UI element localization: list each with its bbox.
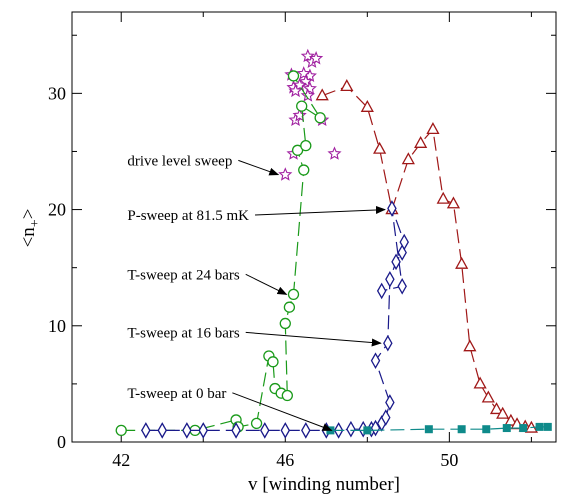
data-point-triangle xyxy=(373,141,387,154)
data-point-diamond xyxy=(280,422,291,439)
plot-frame xyxy=(71,11,557,443)
annotation-label: T-sweep at 0 bar xyxy=(127,386,226,402)
data-point-diamond xyxy=(157,422,167,439)
series-square xyxy=(326,422,552,435)
y-tick-label: 10 xyxy=(48,316,66,336)
data-point-square xyxy=(363,426,372,435)
annotation-arrow xyxy=(245,331,382,347)
data-point-diamond xyxy=(385,394,395,411)
data-point-square xyxy=(535,422,544,431)
ticks-layer: 42 46 50 0 10 20 30 xyxy=(48,12,556,470)
data-point-star xyxy=(327,146,342,160)
series-circle xyxy=(115,70,326,437)
data-point-diamond xyxy=(231,422,241,439)
data-point-square xyxy=(519,424,528,433)
data-point-triangle xyxy=(436,191,450,204)
data-point-diamond xyxy=(376,282,387,300)
series-layer xyxy=(115,48,552,439)
data-point-star xyxy=(278,167,293,181)
x-tick-label: 46 xyxy=(276,450,294,470)
data-point-triangle xyxy=(360,99,374,112)
series-line xyxy=(321,85,532,429)
annotation-arrow xyxy=(245,273,288,295)
data-point-diamond xyxy=(399,233,409,251)
data-point-diamond xyxy=(301,422,311,439)
series-star xyxy=(278,48,342,181)
y-axis-label-main: <n xyxy=(18,227,39,248)
y-axis-label-close: > xyxy=(18,209,39,220)
data-point-diamond xyxy=(385,270,395,288)
data-point-triangle xyxy=(315,88,329,101)
data-point-circle xyxy=(298,164,310,176)
data-point-square xyxy=(543,422,552,431)
x-tick-label: 50 xyxy=(440,450,458,470)
data-point-diamond xyxy=(370,419,381,437)
x-axis-label: v [winding number] xyxy=(248,474,400,495)
data-point-diamond xyxy=(381,409,391,426)
x-tick-label: 42 xyxy=(112,450,130,470)
data-point-star xyxy=(292,77,307,92)
y-tick-label: 0 xyxy=(57,432,66,452)
data-point-circle xyxy=(287,70,300,82)
annotation-label: T-sweep at 24 bars xyxy=(127,267,239,283)
data-point-triangle xyxy=(504,413,518,426)
data-point-triangle xyxy=(489,402,504,415)
data-point-triangle xyxy=(340,79,354,92)
data-point-diamond xyxy=(346,420,356,438)
data-point-square xyxy=(424,425,433,434)
series-diamond xyxy=(141,200,409,439)
data-point-diamond xyxy=(260,422,270,439)
data-point-square xyxy=(482,425,491,434)
data-point-circle xyxy=(279,317,291,330)
data-point-diamond xyxy=(182,422,192,439)
data-point-diamond xyxy=(391,253,401,271)
data-point-triangle xyxy=(426,122,440,135)
data-point-triangle xyxy=(446,196,461,209)
data-point-star xyxy=(288,83,303,98)
data-point-circle xyxy=(250,417,263,430)
y-tick-label: 30 xyxy=(48,83,66,103)
annotation-arrow xyxy=(238,159,280,176)
y-axis-label: <n+> xyxy=(18,209,43,248)
data-point-square xyxy=(502,424,511,433)
annotation-arrow xyxy=(232,392,333,431)
data-point-circle xyxy=(281,389,293,402)
data-point-triangle xyxy=(455,256,469,269)
data-point-square xyxy=(457,425,466,434)
data-point-triangle xyxy=(414,135,428,148)
data-point-circle xyxy=(296,100,308,112)
series-triangle xyxy=(315,79,538,433)
data-point-diamond xyxy=(387,200,397,217)
data-point-triangle xyxy=(401,152,415,165)
data-point-circle xyxy=(300,139,312,152)
annotation-label: drive level sweep xyxy=(127,153,232,169)
data-point-star xyxy=(296,66,311,80)
annotation-label: T-sweep at 16 bars xyxy=(127,325,239,341)
data-point-diamond xyxy=(383,334,393,352)
data-point-diamond xyxy=(198,422,209,439)
data-point-diamond xyxy=(141,422,151,439)
annotation-arrow xyxy=(255,205,386,216)
data-point-triangle xyxy=(496,406,510,419)
data-point-circle xyxy=(267,356,279,368)
data-point-star xyxy=(292,107,307,122)
annotation-label: P-sweep at 81.5 mK xyxy=(127,208,249,224)
y-axis-label-sub: + xyxy=(28,219,43,227)
data-point-diamond xyxy=(397,277,407,295)
series-line xyxy=(121,75,321,431)
data-point-circle xyxy=(287,288,300,301)
annotation-layer: drive level sweep P-sweep at 81.5 mK T-swe… xyxy=(127,153,386,431)
series-line xyxy=(330,426,548,431)
data-point-diamond xyxy=(370,352,381,369)
data-point-star xyxy=(308,51,324,65)
data-point-circle xyxy=(283,301,296,313)
y-tick-label: 20 xyxy=(48,200,66,220)
data-point-circle xyxy=(115,424,127,437)
data-point-triangle xyxy=(481,390,495,403)
data-point-circle xyxy=(314,112,326,124)
data-point-triangle xyxy=(473,376,487,389)
data-point-triangle xyxy=(463,339,477,352)
data-point-star xyxy=(300,48,315,63)
